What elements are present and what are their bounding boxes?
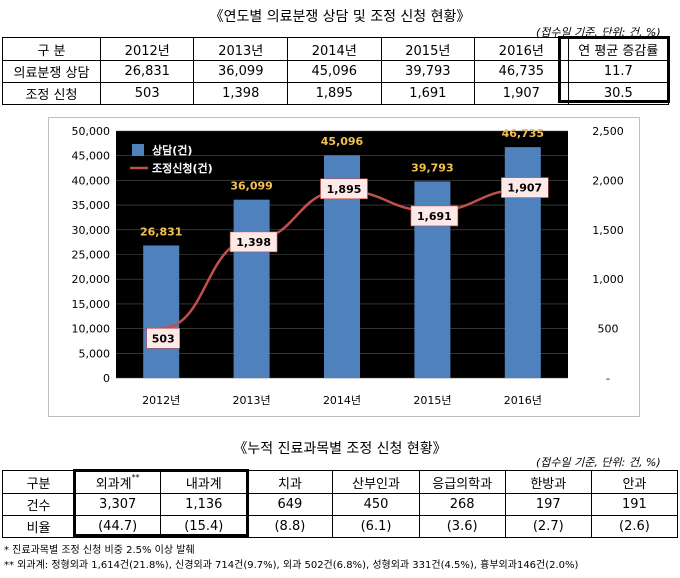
table-cell: 46,735 bbox=[475, 61, 569, 83]
right-axis-tick-label: 2,000 bbox=[592, 174, 624, 187]
table-cell: 39,793 bbox=[381, 61, 475, 83]
table-cell: 11.7 bbox=[568, 61, 668, 83]
table-cell: 1,907 bbox=[475, 83, 569, 105]
bar-data-label: 46,735 bbox=[502, 127, 544, 140]
left-axis-tick-label: 15,000 bbox=[72, 298, 111, 311]
table-cell: 1,691 bbox=[381, 83, 475, 105]
table-cell: (3.6) bbox=[419, 516, 505, 538]
combo-chart: 26,831 36,099 45,096 39,793 46,735 503 1,398 1,… bbox=[48, 117, 640, 417]
x-axis-tick-label: 2016년 bbox=[504, 394, 542, 407]
line-data-label: 1,691 bbox=[417, 210, 452, 223]
table-header-row: 구 분 2012년 2013년 2014년 2015년 2016년 연 평균 증… bbox=[3, 38, 669, 61]
table-row: 조정 신청 503 1,398 1,895 1,691 1,907 30.5 bbox=[3, 83, 669, 105]
table-header-cell: 치과 bbox=[247, 471, 333, 494]
table-cell: (6.1) bbox=[333, 516, 419, 538]
left-axis-tick-label: 25,000 bbox=[72, 249, 111, 262]
table-header-cell: 2015년 bbox=[381, 38, 475, 61]
table-cell: 45,096 bbox=[288, 61, 382, 83]
line-data-label: 503 bbox=[152, 332, 175, 345]
table-cell: 1,895 bbox=[288, 83, 382, 105]
left-axis-tick-label: 40,000 bbox=[72, 174, 111, 187]
right-axis-tick-label: 1,500 bbox=[592, 224, 624, 237]
table2-unit: (접수일 기준, 단위: 건, %) bbox=[536, 454, 661, 470]
x-axis-tick-label: 2012년 bbox=[142, 394, 180, 407]
table-header-cell: 안과 bbox=[591, 471, 677, 494]
line-data-label: 1,907 bbox=[507, 182, 542, 195]
left-axis-tick-label: 20,000 bbox=[72, 273, 111, 286]
table-header-row: 구분 외과계** 내과계 치과 산부인과 응급의학과 한방과 안과 bbox=[3, 471, 678, 494]
table-header-cell: 2014년 bbox=[288, 38, 382, 61]
right-axis-tick-label: - bbox=[606, 372, 610, 385]
table-header-cell: 응급의학과 bbox=[419, 471, 505, 494]
table-cell: 30.5 bbox=[568, 83, 668, 105]
table-cell: 36,099 bbox=[194, 61, 288, 83]
table-cell: (2.7) bbox=[505, 516, 591, 538]
bar bbox=[234, 200, 270, 378]
bar-data-label: 36,099 bbox=[230, 180, 272, 193]
table-cell: 450 bbox=[333, 494, 419, 516]
line-data-label: 1,895 bbox=[327, 183, 362, 196]
specialty-table: 구분 외과계** 내과계 치과 산부인과 응급의학과 한방과 안과 건수 3,3… bbox=[2, 470, 678, 538]
x-axis-tick-label: 2015년 bbox=[413, 394, 451, 407]
table-row: 비율 (44.7) (15.4) (8.8) (6.1) (3.6) (2.7)… bbox=[3, 516, 678, 538]
table-row-label: 건수 bbox=[3, 494, 75, 516]
bar bbox=[143, 245, 179, 378]
left-axis-tick-label: 30,000 bbox=[72, 224, 111, 237]
table-row: 의료분쟁 상담 26,831 36,099 45,096 39,793 46,7… bbox=[3, 61, 669, 83]
x-axis-tick-label: 2014년 bbox=[323, 394, 361, 407]
bar-data-label: 39,793 bbox=[411, 161, 453, 174]
legend-swatch-bar bbox=[132, 144, 144, 156]
table-header-cell: 2016년 bbox=[475, 38, 569, 61]
table-cell: 1,398 bbox=[194, 83, 288, 105]
table-cell: (2.6) bbox=[591, 516, 677, 538]
table-cell: 191 bbox=[591, 494, 677, 516]
table-header-text: 외과계 bbox=[96, 477, 132, 492]
line-data-label: 1,398 bbox=[236, 236, 271, 249]
right-axis-tick-label: 2,500 bbox=[592, 125, 624, 138]
table-header-cell: 외과계** bbox=[75, 471, 161, 494]
table-row-label: 비율 bbox=[3, 516, 75, 538]
table-cell: (44.7) bbox=[75, 516, 161, 538]
right-axis-tick-label: 500 bbox=[598, 323, 619, 336]
left-axis-tick-label: 50,000 bbox=[72, 125, 111, 138]
table-cell: 197 bbox=[505, 494, 591, 516]
yearly-dispute-table: 구 분 2012년 2013년 2014년 2015년 2016년 연 평균 증… bbox=[2, 37, 669, 105]
table-cell: 3,307 bbox=[75, 494, 161, 516]
x-axis-tick-label: 2013년 bbox=[233, 394, 271, 407]
bar-data-label: 26,831 bbox=[140, 225, 182, 238]
legend-label: 상담(건) bbox=[152, 143, 192, 157]
left-axis-tick-label: 0 bbox=[103, 372, 110, 385]
table-cell: (15.4) bbox=[161, 516, 247, 538]
right-axis-tick-label: 1,000 bbox=[592, 273, 624, 286]
table-header-cell: 연 평균 증감률 bbox=[568, 38, 668, 61]
table-cell: 1,136 bbox=[161, 494, 247, 516]
table-row: 건수 3,307 1,136 649 450 268 197 191 bbox=[3, 494, 678, 516]
table-header-cell: 2013년 bbox=[194, 38, 288, 61]
table-cell: 649 bbox=[247, 494, 333, 516]
chart-svg: 26,831 36,099 45,096 39,793 46,735 503 1,398 1,… bbox=[48, 117, 640, 417]
footnote-mark: ** bbox=[132, 473, 140, 482]
table-cell: 268 bbox=[419, 494, 505, 516]
table-cell: 503 bbox=[100, 83, 194, 105]
table-header-cell: 구분 bbox=[3, 471, 75, 494]
table-row-label: 의료분쟁 상담 bbox=[3, 61, 101, 83]
footnote: ** 외과계: 정형외과 1,614건(21.8%), 신경외과 714건(9.… bbox=[4, 556, 578, 571]
footnote: * 진료과목별 조정 신청 비중 2.5% 이상 발췌 bbox=[4, 541, 195, 556]
table-header-cell: 2012년 bbox=[100, 38, 194, 61]
table-header-cell: 한방과 bbox=[505, 471, 591, 494]
table-cell: 26,831 bbox=[100, 61, 194, 83]
table-cell: (8.8) bbox=[247, 516, 333, 538]
table-header-cell: 내과계 bbox=[161, 471, 247, 494]
table-header-cell: 구 분 bbox=[3, 38, 101, 61]
table1-title: 《연도별 의료분쟁 상담 및 조정 신청 현황》 bbox=[0, 6, 680, 26]
table-row-label: 조정 신청 bbox=[3, 83, 101, 105]
left-axis-tick-label: 5,000 bbox=[79, 347, 111, 360]
left-axis-tick-label: 35,000 bbox=[72, 199, 111, 212]
bar-data-label: 45,096 bbox=[321, 135, 364, 148]
table-header-cell: 산부인과 bbox=[333, 471, 419, 494]
left-axis-tick-label: 10,000 bbox=[72, 323, 111, 336]
legend-label: 조정신청(건) bbox=[152, 161, 213, 175]
left-axis-tick-label: 45,000 bbox=[72, 150, 111, 163]
